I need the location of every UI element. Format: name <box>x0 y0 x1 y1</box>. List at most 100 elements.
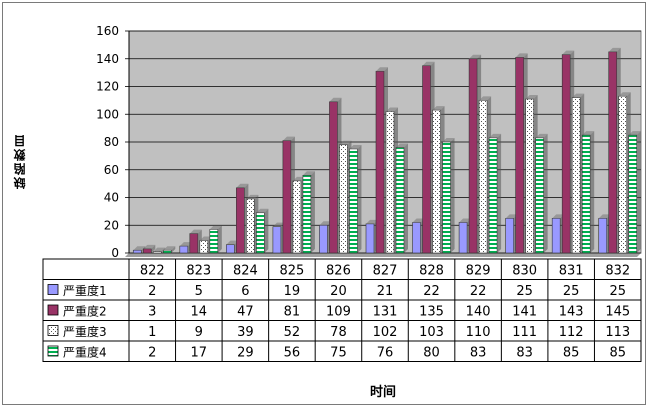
bar-top <box>552 214 565 219</box>
bar-top <box>226 240 239 245</box>
bar <box>422 65 431 254</box>
bar <box>246 198 255 254</box>
bar-top <box>339 140 352 145</box>
bar <box>292 180 302 254</box>
x-axis-label: 时间 <box>369 385 396 400</box>
data-table <box>42 258 642 362</box>
y-tick-label: 80 <box>104 135 119 149</box>
y-tick-label: 40 <box>104 191 119 205</box>
category-label: 824 <box>233 264 258 279</box>
bar-top <box>469 54 482 59</box>
data-label: 14 <box>191 305 208 320</box>
bar-top <box>319 221 332 226</box>
bar <box>329 101 338 254</box>
bar-top <box>396 143 408 148</box>
data-label: 83 <box>516 346 533 361</box>
bar <box>256 212 265 254</box>
data-label: 102 <box>373 325 398 340</box>
category-label: 826 <box>326 264 351 279</box>
bar <box>236 187 245 254</box>
bar-top <box>163 246 176 251</box>
bar <box>628 134 638 254</box>
y-tick-label: 100 <box>96 107 119 121</box>
bar-top <box>272 222 285 227</box>
data-label: 6 <box>241 284 249 299</box>
y-tick-label: 140 <box>96 52 119 66</box>
data-label: 80 <box>423 346 440 361</box>
category-label: 823 <box>186 264 211 279</box>
y-tick-label: 20 <box>104 218 119 232</box>
data-label: 29 <box>237 346 254 361</box>
data-label: 143 <box>559 305 584 320</box>
bar-side <box>217 225 222 253</box>
bar-top <box>143 244 156 249</box>
bar-top <box>432 106 445 111</box>
bar <box>272 226 282 254</box>
data-label: 21 <box>377 284 394 299</box>
bar-side <box>450 138 455 253</box>
category-label: 832 <box>605 264 630 279</box>
bar-top <box>376 67 388 72</box>
bar-top <box>422 61 435 66</box>
category-label: 825 <box>279 264 304 279</box>
bar <box>385 111 395 254</box>
bar-side <box>636 131 641 253</box>
legend-label: 严重度2 <box>63 304 107 319</box>
data-label: 145 <box>605 305 630 320</box>
data-label: 47 <box>237 305 254 320</box>
data-label: 135 <box>419 305 444 320</box>
bar-top <box>459 218 472 223</box>
bar-top <box>386 107 398 112</box>
data-label: 19 <box>284 284 301 299</box>
bar <box>319 224 328 254</box>
bar-side <box>171 246 176 253</box>
bar-top <box>608 47 621 52</box>
y-tick-label: 60 <box>104 163 119 177</box>
bar-top <box>412 218 425 223</box>
bar-top <box>292 176 305 181</box>
bar <box>142 248 152 254</box>
data-label: 17 <box>191 346 208 361</box>
data-label: 85 <box>563 346 580 361</box>
bar <box>458 222 468 254</box>
bar <box>478 100 488 254</box>
bar <box>375 70 385 254</box>
y-tick-label: 160 <box>96 24 119 38</box>
data-label: 56 <box>284 346 301 361</box>
bar-top <box>515 53 528 58</box>
data-label: 22 <box>423 284 440 299</box>
bar <box>226 244 235 254</box>
bar-top <box>133 246 146 251</box>
data-label: 39 <box>237 325 254 340</box>
bar-top <box>505 214 518 219</box>
data-label: 110 <box>466 325 491 340</box>
bar <box>598 218 608 254</box>
bar-top <box>598 214 611 219</box>
category-label: 829 <box>466 264 491 279</box>
bar-top <box>236 183 249 188</box>
legend-label: 严重度4 <box>63 345 107 360</box>
bar <box>515 57 524 254</box>
bar <box>551 218 561 254</box>
bar-top <box>153 247 166 252</box>
bar <box>162 249 172 254</box>
data-label: 25 <box>516 284 533 299</box>
bar-top <box>562 50 575 55</box>
data-label: 75 <box>330 346 347 361</box>
category-label: 827 <box>373 264 398 279</box>
plot-floor <box>125 253 641 257</box>
chart-frame: 0 20 40 60 80 100 120 140 160 822 823 824 825 826 827… <box>2 2 646 405</box>
bar-top <box>246 194 259 199</box>
data-label: 85 <box>609 346 626 361</box>
bar <box>199 240 209 254</box>
data-label: 140 <box>466 305 491 320</box>
bar-top <box>535 133 548 138</box>
data-label: 3 <box>148 305 156 320</box>
data-label: 2 <box>148 346 156 361</box>
bar-top <box>209 225 222 230</box>
legend-label: 严重度1 <box>63 283 107 298</box>
bar <box>302 175 312 254</box>
legend-key <box>47 304 59 316</box>
y-axis-label: 缺陷数目 <box>13 133 27 189</box>
data-label: 111 <box>512 325 537 340</box>
